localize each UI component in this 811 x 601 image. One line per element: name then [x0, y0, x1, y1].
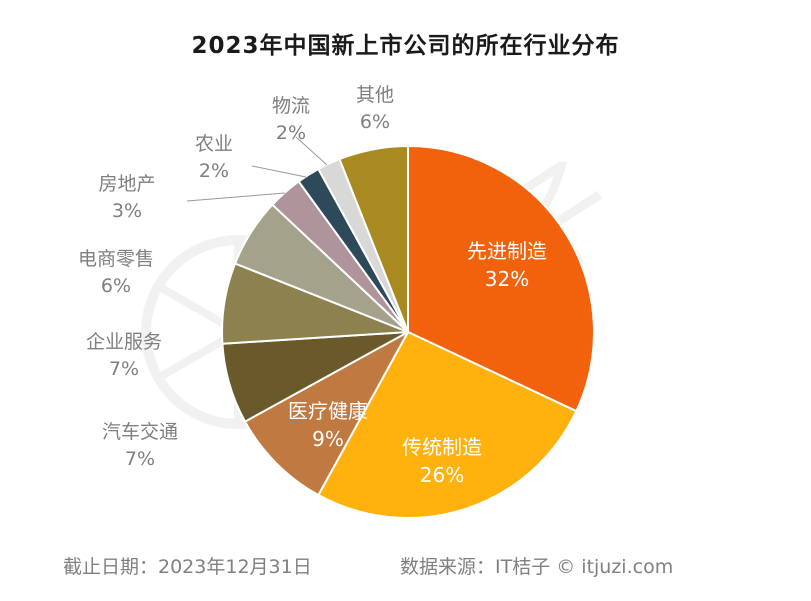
pie-inside-label-1: 传统制造 26% [402, 435, 482, 487]
leader-line-6 [186, 192, 286, 202]
pie-slices [221, 145, 595, 519]
inside-labels: 先进制造 32% 传统制造 26% 医疗健康 9% [288, 239, 547, 487]
leader-lines [186, 136, 328, 202]
pie-inside-label-0: 先进制造 32% [467, 239, 547, 291]
footer-date: 截止日期：2023年12月31日 [63, 556, 312, 578]
pie-slice-0 [407, 145, 595, 413]
chart-title: 2023年中国新上市公司的所在行业分布 [191, 33, 620, 59]
leader-line-8 [295, 136, 328, 166]
pie-slice-2 [244, 331, 409, 496]
pie-slice-9 [338, 145, 409, 333]
leader-line-7 [251, 165, 307, 178]
pie-inside-label-2: 医疗健康 9% [288, 399, 368, 451]
footer-source: 数据来源：IT桔子 © itjuzi.com [400, 556, 674, 578]
